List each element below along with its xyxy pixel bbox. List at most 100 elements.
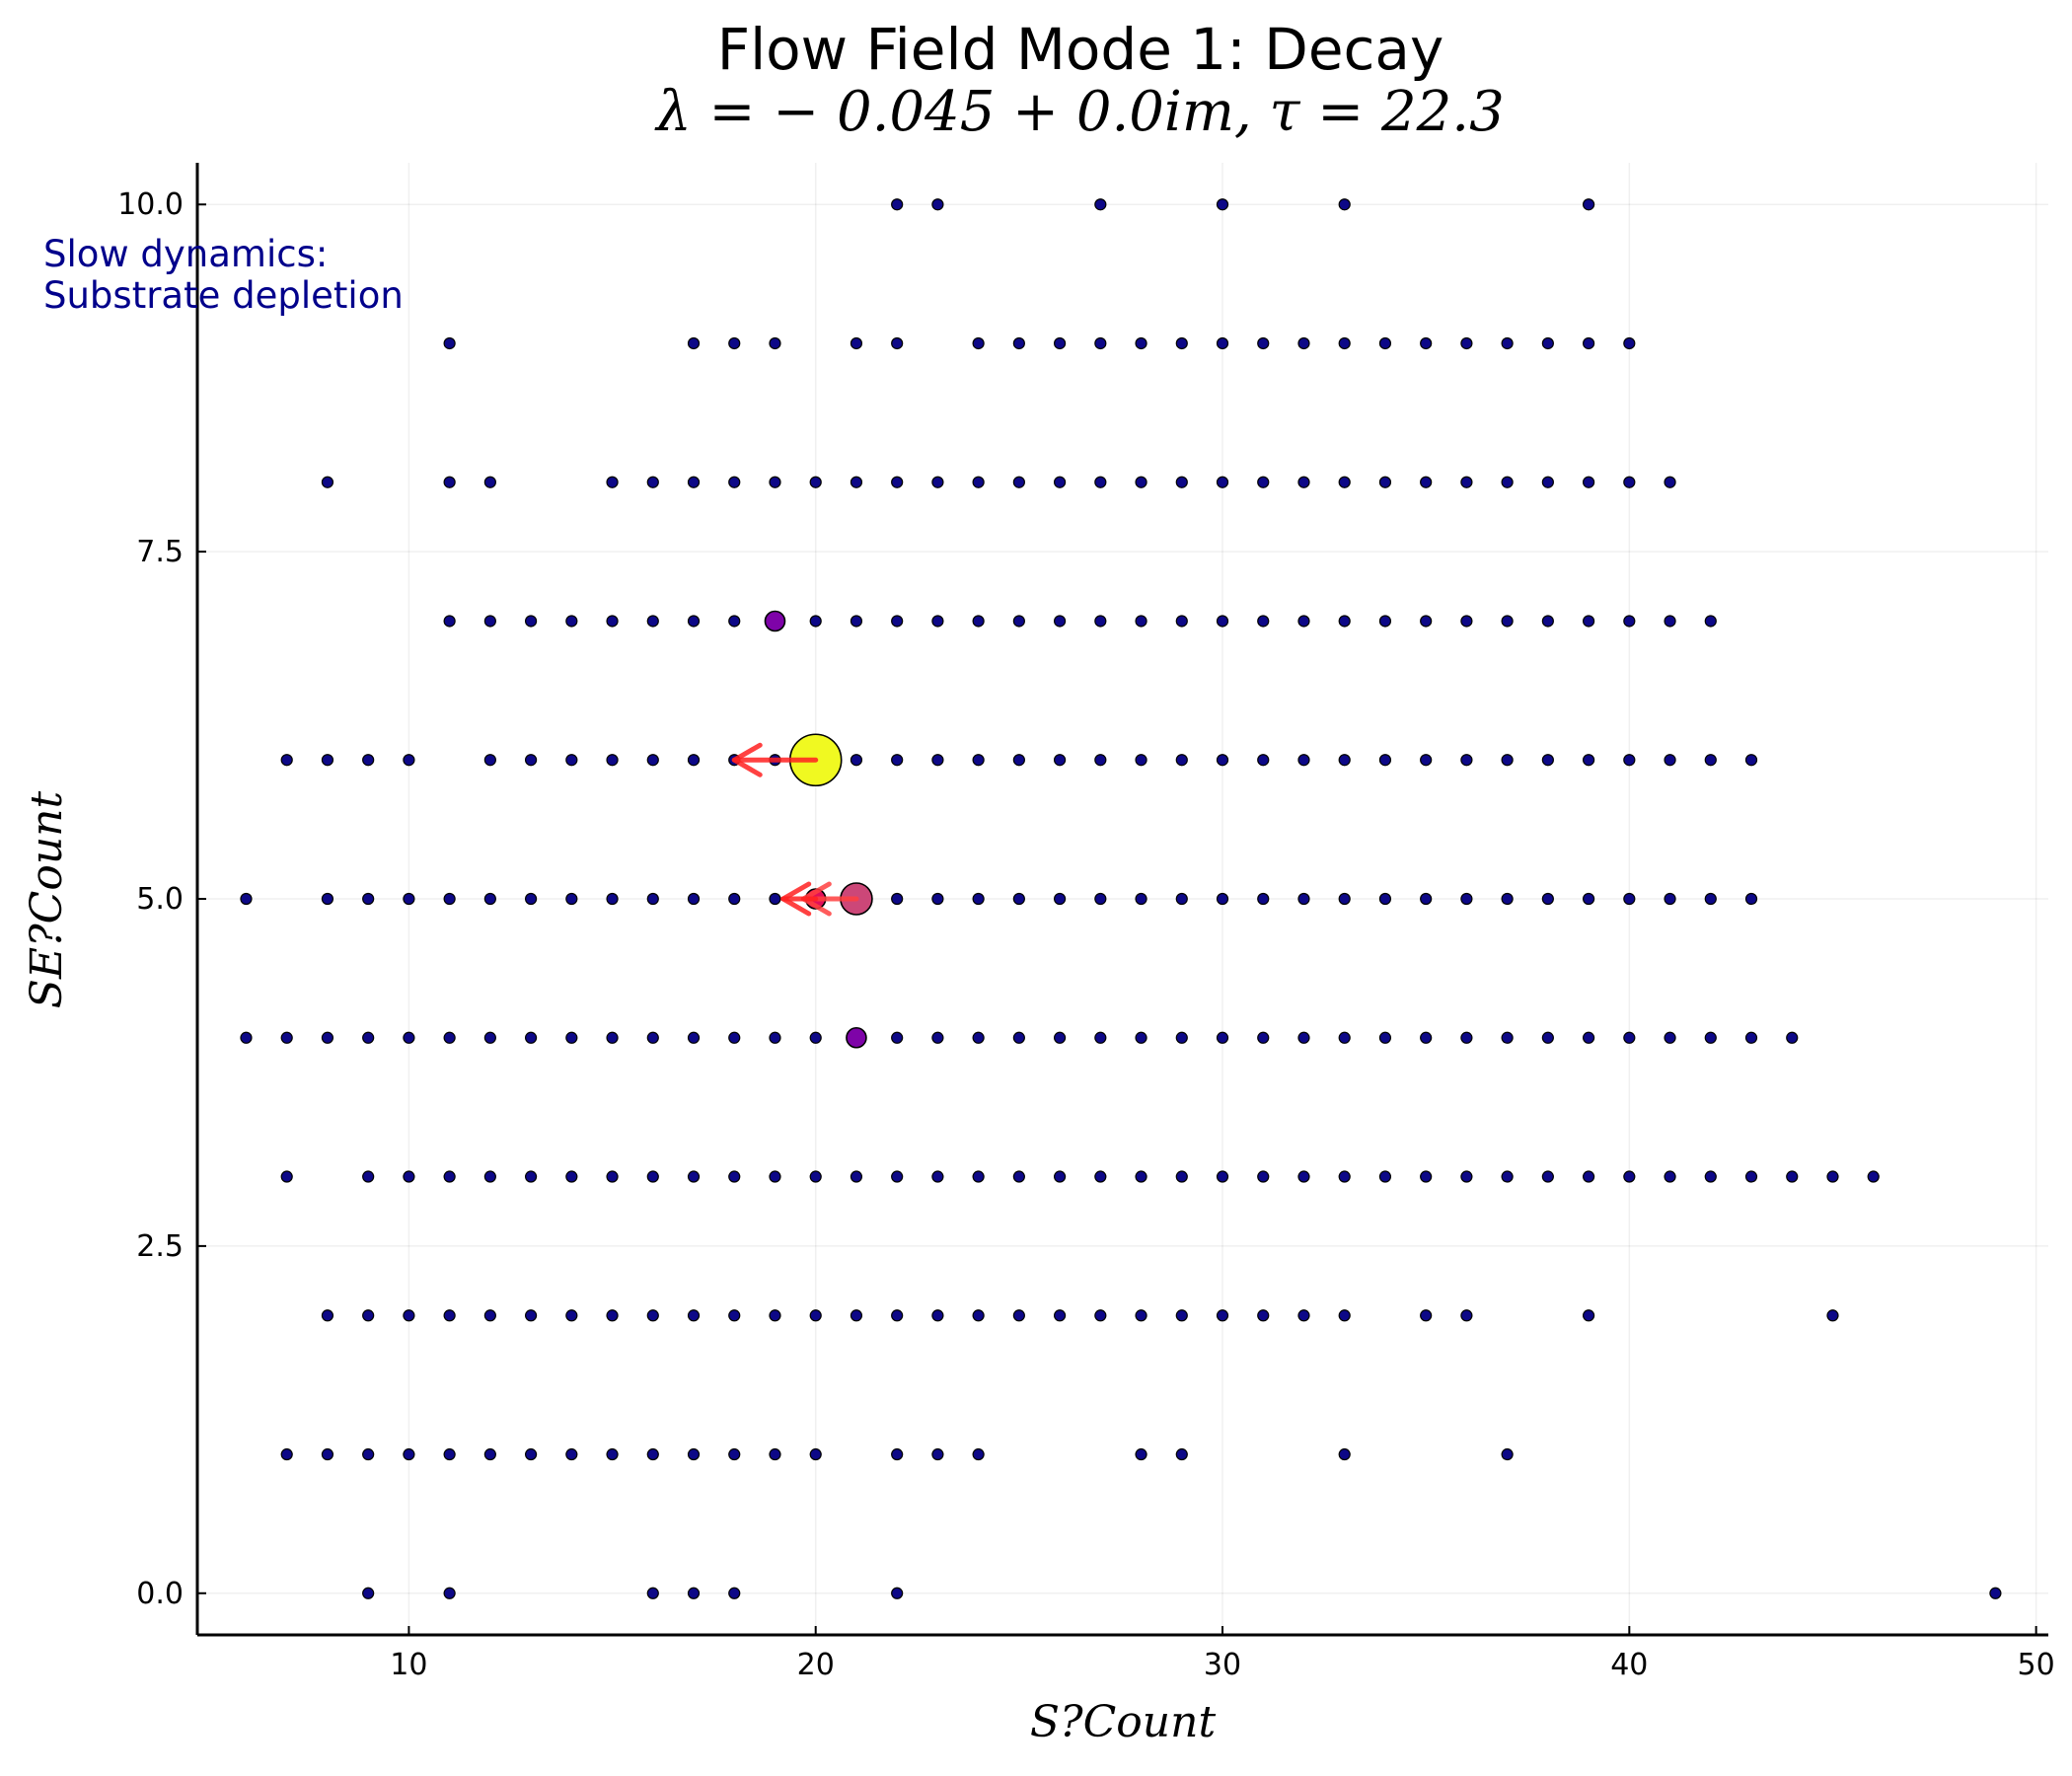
- data-point: [728, 1309, 741, 1322]
- data-point: [1338, 336, 1351, 350]
- data-point: [1175, 1170, 1188, 1183]
- data-point: [1297, 1309, 1310, 1322]
- data-point: [524, 1031, 538, 1044]
- data-point: [240, 1031, 253, 1044]
- data-point: [1257, 1309, 1270, 1322]
- data-point: [403, 1031, 415, 1044]
- data-point: [972, 336, 985, 350]
- data-point: [443, 1587, 456, 1599]
- data-point: [483, 754, 496, 767]
- data-point: [1623, 1031, 1636, 1044]
- data-point: [362, 1447, 375, 1461]
- data-point: [1094, 1031, 1107, 1044]
- data-point: [646, 476, 659, 488]
- data-point: [1135, 754, 1147, 767]
- data-point: [809, 1309, 822, 1322]
- data-point: [403, 892, 415, 906]
- data-point: [1257, 1031, 1270, 1044]
- data-point: [1175, 615, 1188, 628]
- data-point: [1012, 336, 1025, 350]
- data-point: [1582, 892, 1595, 906]
- data-point: [443, 892, 456, 906]
- chart-title: Flow Field Mode 1: Decay: [717, 16, 1444, 83]
- data-point: [1175, 754, 1188, 767]
- y-tick-label: 2.5: [136, 1229, 184, 1264]
- data-point: [850, 476, 863, 488]
- data-point: [1053, 1170, 1067, 1183]
- data-point: [1338, 892, 1351, 906]
- data-point: [1216, 336, 1229, 350]
- data-point: [1175, 1031, 1188, 1044]
- x-tick-label: 40: [1610, 1648, 1648, 1682]
- data-point: [1541, 476, 1554, 488]
- data-point: [1541, 754, 1554, 767]
- data-point: [606, 615, 619, 628]
- data-point: [728, 615, 741, 628]
- data-point: [1216, 754, 1229, 767]
- data-point: [1053, 892, 1067, 906]
- data-point: [1216, 1309, 1229, 1322]
- data-point: [687, 754, 701, 767]
- data-point: [728, 1447, 741, 1461]
- flow-arrow-head: [780, 881, 812, 917]
- data-point: [1664, 754, 1676, 767]
- data-point: [646, 892, 659, 906]
- data-point: [1582, 1170, 1595, 1183]
- data-point: [931, 892, 944, 906]
- data-point: [483, 892, 496, 906]
- data-point: [1094, 754, 1107, 767]
- data-point: [1989, 1587, 2002, 1599]
- data-point: [809, 476, 822, 488]
- data-point: [1704, 615, 1717, 628]
- data-point: [483, 1170, 496, 1183]
- data-point: [1012, 892, 1025, 906]
- data-point: [972, 1309, 985, 1322]
- x-tick-label: 10: [390, 1648, 427, 1682]
- data-point: [891, 476, 904, 488]
- data-point: [1867, 1170, 1880, 1183]
- data-point: [362, 754, 375, 767]
- data-point: [1094, 892, 1107, 906]
- data-point: [565, 1031, 578, 1044]
- data-point: [646, 754, 659, 767]
- y-tick-label: 0.0: [136, 1577, 184, 1611]
- data-point: [1826, 1170, 1839, 1183]
- data-point: [1420, 476, 1433, 488]
- data-point: [972, 1447, 985, 1461]
- data-point: [1744, 892, 1758, 906]
- data-point: [728, 476, 741, 488]
- data-point: [321, 1309, 334, 1322]
- data-point: [1501, 1170, 1514, 1183]
- data-point: [1744, 1031, 1758, 1044]
- data-point: [1012, 1031, 1025, 1044]
- data-point: [1053, 1031, 1067, 1044]
- data-point: [1460, 336, 1473, 350]
- data-point: [1541, 1031, 1554, 1044]
- data-point: [972, 892, 985, 906]
- data-point: [931, 476, 944, 488]
- data-point: [1175, 476, 1188, 488]
- annotation-line-1: Slow dynamics:: [43, 233, 328, 275]
- data-point: [1338, 198, 1351, 211]
- data-point: [850, 754, 863, 767]
- x-tick-label: 50: [2018, 1648, 2055, 1682]
- data-point: [1338, 615, 1351, 628]
- data-point: [769, 1447, 781, 1461]
- chart-subtitle: λ = − 0.045 + 0.0im, τ = 22.3: [654, 80, 1504, 144]
- data-point: [1420, 615, 1433, 628]
- data-point: [240, 892, 253, 906]
- data-point: [1135, 476, 1147, 488]
- data-point: [891, 1170, 904, 1183]
- data-point: [1501, 1031, 1514, 1044]
- data-point: [403, 1309, 415, 1322]
- data-point: [1135, 336, 1147, 350]
- data-point: [1094, 1170, 1107, 1183]
- data-point: [1338, 1309, 1351, 1322]
- data-point: [1582, 1031, 1595, 1044]
- data-point: [483, 1031, 496, 1044]
- data-point: [1378, 1031, 1392, 1044]
- data-point: [483, 1447, 496, 1461]
- data-point: [1460, 615, 1473, 628]
- data-point: [524, 1170, 538, 1183]
- data-point: [931, 754, 944, 767]
